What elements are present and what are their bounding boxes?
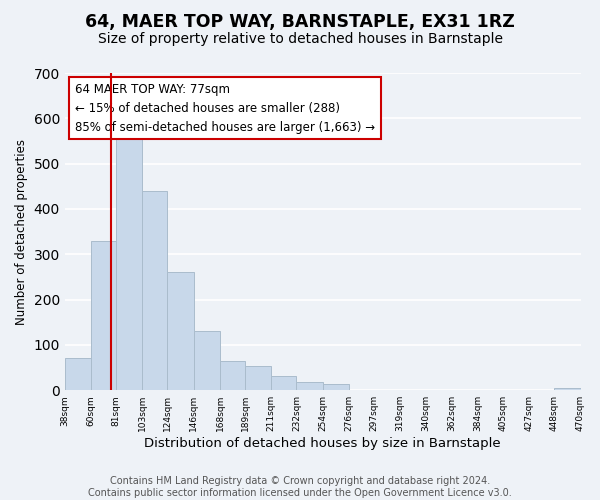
Bar [142,191,167,390]
Bar [65,358,91,390]
Bar [167,272,194,390]
Bar [194,332,220,390]
Bar [554,388,581,390]
Bar [116,136,142,390]
Text: 64 MAER TOP WAY: 77sqm
← 15% of detached houses are smaller (288)
85% of semi-de: 64 MAER TOP WAY: 77sqm ← 15% of detached… [75,82,375,134]
Bar [271,376,296,390]
Bar [91,240,116,390]
Text: 64, MAER TOP WAY, BARNSTAPLE, EX31 1RZ: 64, MAER TOP WAY, BARNSTAPLE, EX31 1RZ [85,12,515,30]
Text: Contains HM Land Registry data © Crown copyright and database right 2024.
Contai: Contains HM Land Registry data © Crown c… [88,476,512,498]
Y-axis label: Number of detached properties: Number of detached properties [15,138,28,324]
Bar [220,361,245,390]
Bar [296,382,323,390]
Bar [245,366,271,390]
X-axis label: Distribution of detached houses by size in Barnstaple: Distribution of detached houses by size … [145,437,501,450]
Text: Size of property relative to detached houses in Barnstaple: Size of property relative to detached ho… [97,32,503,46]
Bar [323,384,349,390]
